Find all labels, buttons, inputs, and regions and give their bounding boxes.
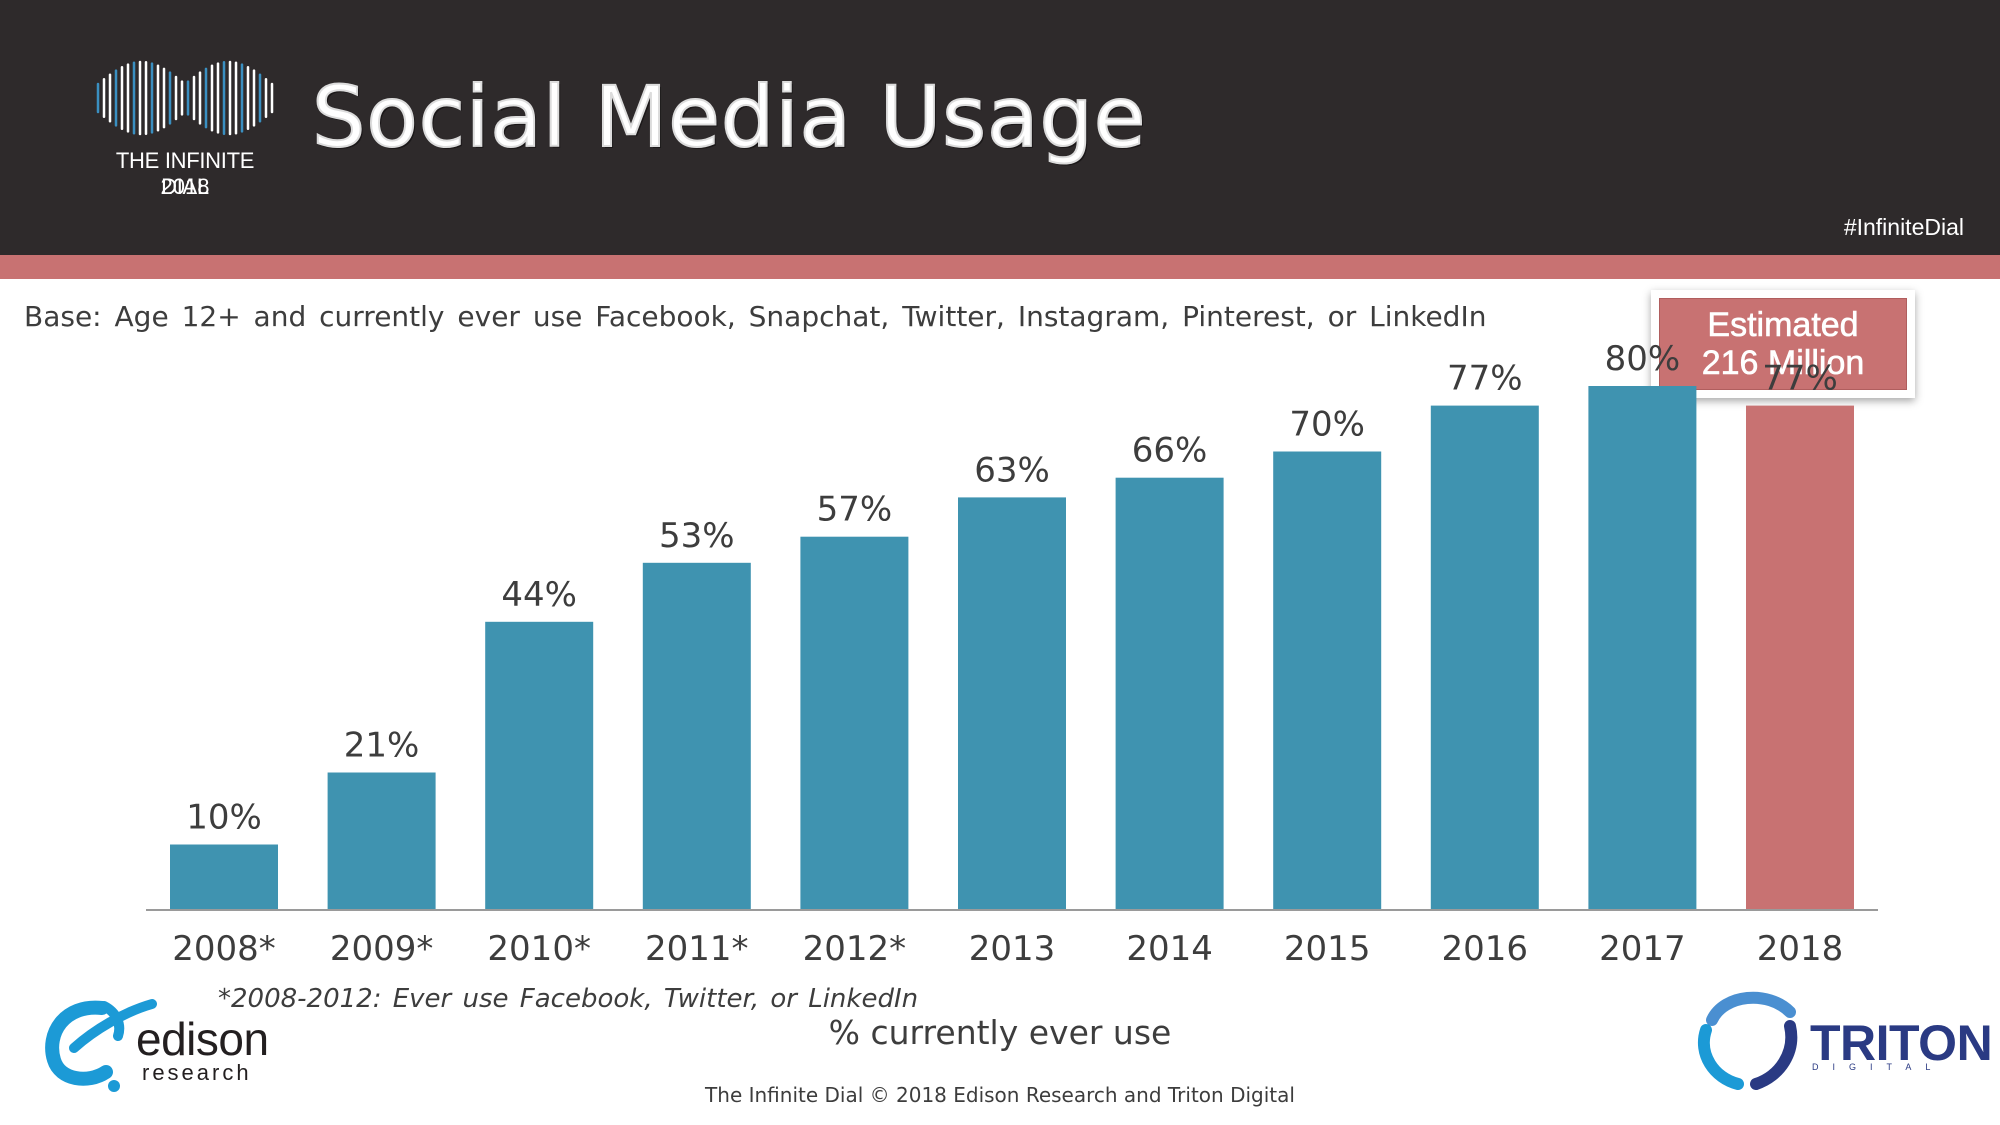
edison-swoosh-icon	[45, 999, 157, 1092]
data-label: 44%	[501, 575, 577, 615]
x-tick-label: 2009*	[330, 929, 434, 969]
bar-2011	[642, 562, 751, 910]
data-label: 63%	[974, 450, 1050, 490]
base-note: Base: Age 12+ and currently ever use Fac…	[24, 300, 1487, 333]
bar-2008	[170, 844, 278, 910]
triton-wordmark: TRITON	[1810, 1015, 1993, 1071]
data-label: 70%	[1289, 405, 1365, 445]
x-tick-label: 2016	[1442, 929, 1529, 969]
page-title: Social Media Usage	[311, 67, 1147, 167]
bar-2014	[1115, 477, 1224, 910]
bar-2016	[1430, 405, 1539, 910]
logo-year: 2018	[160, 174, 210, 199]
data-label: 80%	[1605, 339, 1681, 379]
data-label: 53%	[659, 516, 735, 556]
data-label: 77%	[1762, 359, 1838, 399]
triton-subtext: DIGITAL	[1812, 1062, 1945, 1072]
bar-2015	[1273, 451, 1382, 910]
x-tick-label: 2014	[1126, 929, 1213, 969]
x-tick-label: 2011*	[645, 929, 749, 969]
x-tick-label: 2015	[1284, 929, 1371, 969]
triton-swirl-icon	[1698, 991, 1798, 1090]
hashtag: #InfiniteDial	[1843, 214, 1964, 240]
infinity-waveform-icon	[96, 60, 274, 136]
triton-digital-logo: TRITON DIGITAL	[1694, 990, 1993, 1090]
data-label: 66%	[1132, 431, 1208, 471]
logo-name: THE INFINITE DIAL	[115, 148, 255, 199]
x-axis-caption: % currently ever use	[828, 1013, 1172, 1052]
x-tick-label: 2012*	[803, 929, 907, 969]
estimate-callout-inner: Estimated 216 Million	[1659, 298, 1907, 390]
data-label: 57%	[817, 490, 893, 530]
data-label: 21%	[344, 726, 420, 766]
estimate-line-1: Estimated	[1707, 306, 1859, 345]
data-label: 77%	[1447, 359, 1523, 399]
x-tick-label: 2017	[1599, 929, 1686, 969]
bar-2009	[327, 772, 436, 910]
x-tick-label: 2008*	[172, 929, 276, 969]
copyright: The Infinite Dial © 2018 Edison Research…	[705, 1083, 1295, 1107]
bar-2017	[1588, 386, 1697, 910]
x-tick-label: 2018	[1757, 929, 1844, 969]
bar-2018	[1746, 405, 1854, 910]
bar-2013	[958, 497, 1066, 910]
x-tick-label: 2013	[969, 929, 1056, 969]
edison-research-logo: edison research	[44, 990, 294, 1100]
bar-2010	[485, 621, 594, 910]
x-tick-label: 2010*	[487, 929, 591, 969]
edison-subtext: research	[142, 1060, 252, 1085]
estimate-line-2: 216 Million	[1701, 344, 1865, 383]
header-accent-stripe	[0, 255, 2000, 279]
data-label: 10%	[186, 798, 262, 838]
infinite-dial-logo: THE INFINITE DIAL 2018	[90, 50, 280, 210]
edison-wordmark: edison	[136, 1013, 269, 1065]
header-bar	[0, 0, 2000, 255]
footnote: *2008-2012: Ever use Facebook, Twitter, …	[218, 984, 919, 1014]
estimate-callout: Estimated 216 Million	[1651, 290, 1915, 398]
bar-2012	[800, 536, 909, 910]
